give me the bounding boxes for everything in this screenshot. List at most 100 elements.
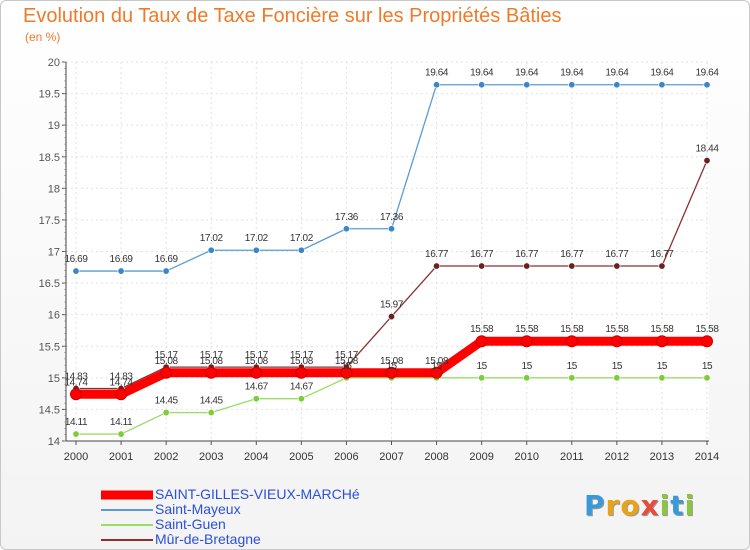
data-label-3: 15.17 <box>245 350 269 361</box>
logo-letter-3: o <box>620 489 641 522</box>
data-label-3: 16.77 <box>650 249 674 260</box>
data-label-3: 15.17 <box>200 350 224 361</box>
series-point-0 <box>70 388 82 401</box>
data-label-1: 19.64 <box>650 68 674 79</box>
x-tick-label: 2013 <box>650 451 674 463</box>
data-label-0: 15.08 <box>335 356 359 367</box>
series-point-2 <box>478 374 486 382</box>
data-label-1: 19.64 <box>515 68 539 79</box>
series-point-0 <box>430 366 443 379</box>
series-point-2 <box>523 374 531 382</box>
series-point-2 <box>703 374 711 382</box>
series-point-0 <box>610 335 623 348</box>
data-label-3: 16.77 <box>425 249 449 260</box>
series-point-1 <box>703 81 711 89</box>
data-label-0: 15.08 <box>380 356 404 367</box>
series-point-3 <box>523 262 531 270</box>
data-label-1: 17.02 <box>200 233 224 244</box>
data-label-2: 15 <box>702 361 713 372</box>
x-tick-label: 2014 <box>695 451 719 463</box>
y-tick-label: 17 <box>48 247 60 259</box>
data-label-0: 15.58 <box>470 324 494 335</box>
series-point-1 <box>658 81 666 89</box>
legend-label-saint-mayeux: Saint-Mayeux <box>155 501 241 517</box>
x-tick-label: 2012 <box>605 451 629 463</box>
series-point-2 <box>72 430 80 438</box>
data-label-3: 14.83 <box>110 372 134 383</box>
data-label-3: 18.44 <box>695 144 719 155</box>
y-tick-label: 18.5 <box>39 152 60 164</box>
logo-letter-1: P <box>584 489 606 522</box>
data-label-2: 14.11 <box>110 417 133 428</box>
data-label-0: 15.58 <box>605 324 629 335</box>
data-label-1: 17.36 <box>335 212 359 223</box>
series-point-0 <box>520 335 533 348</box>
series-point-2 <box>207 409 215 417</box>
x-tick-label: 2000 <box>64 451 88 463</box>
data-label-1: 19.64 <box>470 68 494 79</box>
series-point-3 <box>387 313 395 321</box>
data-label-1: 16.69 <box>64 254 88 265</box>
proxiti-logo: Proxiti <box>584 489 695 522</box>
series-point-2 <box>162 409 170 417</box>
legend-label-mur-de-bretagne: Mûr-de-Bretagne <box>155 531 261 547</box>
series-point-1 <box>72 267 80 275</box>
x-tick-label: 2003 <box>199 451 223 463</box>
series-point-3 <box>703 157 711 165</box>
legend-swatch-mur-de-bretagne <box>101 538 153 541</box>
series-point-1 <box>613 81 621 89</box>
x-tick-label: 2010 <box>514 451 538 463</box>
y-tick-label: 19 <box>48 120 60 132</box>
chart-title: Evolution du Taux de Taxe Foncière sur l… <box>23 5 562 27</box>
legend-label-saint-guen: Saint-Guen <box>155 516 226 532</box>
data-label-0: 15.08 <box>155 356 179 367</box>
data-label-0: 15.08 <box>200 356 224 367</box>
series-point-0 <box>655 335 668 348</box>
data-label-1: 19.64 <box>695 68 719 79</box>
series-point-0 <box>250 366 263 379</box>
data-label-0: 15.58 <box>515 324 539 335</box>
series-point-1 <box>117 267 125 275</box>
x-tick-label: 2005 <box>289 451 313 463</box>
series-point-0 <box>385 366 398 379</box>
data-label-1: 17.02 <box>290 233 314 244</box>
x-tick-label: 2004 <box>244 451 268 463</box>
y-tick-label: 14.5 <box>39 404 60 416</box>
series-point-1 <box>433 81 441 89</box>
data-label-1: 19.64 <box>605 68 629 79</box>
logo-letter-2: r <box>605 489 621 522</box>
data-label-3: 16.77 <box>515 249 539 260</box>
series-point-3 <box>658 262 666 270</box>
series-point-1 <box>568 81 576 89</box>
data-label-1: 17.36 <box>380 212 404 223</box>
data-label-0: 15.08 <box>245 356 269 367</box>
data-label-1: 16.69 <box>155 254 179 265</box>
legend-label-saint-gilles: SAINT-GILLES-VIEUX-MARCHé <box>155 486 360 502</box>
logo-letter-5: i <box>659 489 671 522</box>
series-point-3 <box>433 262 441 270</box>
series-point-0 <box>295 366 308 379</box>
data-label-2: 15 <box>341 361 352 372</box>
data-label-2: 15 <box>476 361 487 372</box>
data-label-0: 15.08 <box>425 356 449 367</box>
data-label-2: 14.11 <box>65 417 88 428</box>
y-tick-label: 18 <box>48 183 60 195</box>
series-point-2 <box>252 395 260 403</box>
series-point-1 <box>297 246 305 254</box>
data-label-3: 15.97 <box>380 300 404 311</box>
data-label-2: 15 <box>431 361 442 372</box>
data-label-3: 15.17 <box>290 350 314 361</box>
series-point-0 <box>701 335 713 348</box>
series-point-0 <box>475 335 488 348</box>
y-tick-label: 16.5 <box>39 278 60 290</box>
data-label-2: 14.67 <box>245 382 269 393</box>
y-tick-label: 17.5 <box>39 215 60 227</box>
data-label-3: 15.17 <box>335 350 359 361</box>
data-label-3: 15.17 <box>155 350 179 361</box>
series-point-1 <box>478 81 486 89</box>
y-tick-label: 19.5 <box>39 89 60 101</box>
series-point-3 <box>568 262 576 270</box>
series-point-0 <box>115 388 128 401</box>
data-label-3: 16.77 <box>560 249 584 260</box>
x-tick-label: 2001 <box>109 451 133 463</box>
